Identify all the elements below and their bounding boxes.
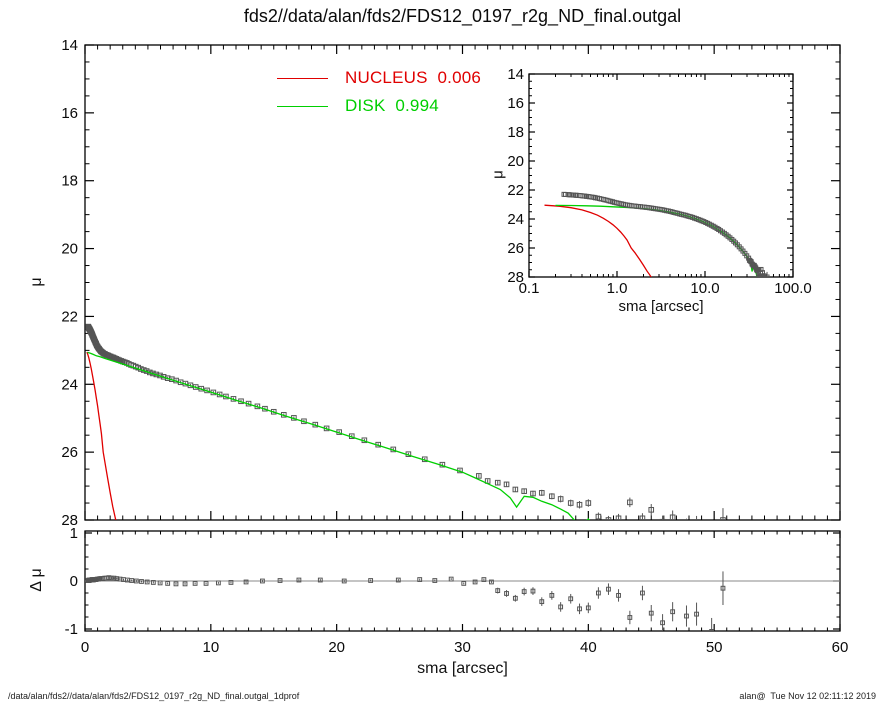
main-axes <box>84 44 841 521</box>
legend-item-disk: DISK 0.994 <box>277 92 481 120</box>
inset-x-tick-labels: 0.1 1.0 10.0 100.0 <box>519 280 812 297</box>
main-panel: 14 16 18 20 22 24 26 28 <box>61 37 841 529</box>
legend-disk-value: 0.994 <box>395 96 439 115</box>
svg-text:22: 22 <box>507 182 524 199</box>
svg-text:30: 30 <box>454 639 471 656</box>
legend-label-disk: DISK 0.994 <box>345 96 439 116</box>
mu-axis-label: μ <box>28 277 45 287</box>
sma-axis-label: sma [arcsec] <box>417 660 508 677</box>
inset-galaxy-series <box>561 191 770 277</box>
main-y-tick-labels: 14 16 18 20 22 24 26 28 <box>61 37 78 529</box>
svg-text:100.0: 100.0 <box>774 280 812 297</box>
svg-text:0: 0 <box>81 639 89 656</box>
nucleus-line-swatch <box>277 77 328 79</box>
page-title: fds2//data/alan/fds2/FDS12_0197_r2g_ND_f… <box>243 6 682 26</box>
footer-right: alan@ Tue Nov 12 02:11:12 2019 <box>739 691 876 701</box>
main-disk-line <box>87 351 590 520</box>
residual-y-tick-labels: -1 0 1 <box>65 525 78 638</box>
inset-panel: 14 16 18 20 22 24 26 280.1 1.0 10.0 100.0 <box>507 66 811 297</box>
svg-text:10: 10 <box>202 639 219 656</box>
svg-text:40: 40 <box>580 639 597 656</box>
footer-left: /data/alan/fds2//data/alan/fds2/FDS12_01… <box>8 691 300 701</box>
svg-text:28: 28 <box>507 269 524 286</box>
svg-text:16: 16 <box>61 105 78 122</box>
legend-nucleus-name: NUCLEUS <box>345 68 428 87</box>
legend: NUCLEUS 0.006 DISK 0.994 <box>277 64 481 120</box>
svg-text:24: 24 <box>61 376 78 393</box>
svg-text:60: 60 <box>832 639 849 656</box>
inset-sma-axis-label: sma [arcsec] <box>618 298 704 315</box>
main-galaxy-series <box>85 323 726 520</box>
svg-text:18: 18 <box>507 124 524 141</box>
svg-text:26: 26 <box>61 444 78 461</box>
legend-item-nucleus: NUCLEUS 0.006 <box>277 64 481 92</box>
inset-disk-line <box>555 204 759 277</box>
svg-text:28: 28 <box>61 512 78 529</box>
svg-text:14: 14 <box>507 66 524 83</box>
svg-text:50: 50 <box>706 639 723 656</box>
inset-axes <box>528 73 794 278</box>
x-tick-labels: 0 10 20 30 40 50 60 <box>81 639 849 656</box>
inset-y-tick-labels: 14 16 18 20 22 24 26 28 <box>507 66 524 286</box>
legend-nucleus-value: 0.006 <box>437 68 482 87</box>
svg-text:-1: -1 <box>65 621 78 638</box>
svg-text:0: 0 <box>70 573 78 590</box>
svg-text:1: 1 <box>70 525 78 542</box>
legend-label-nucleus: NUCLEUS 0.006 <box>345 68 481 88</box>
svg-text:20: 20 <box>507 153 524 170</box>
svg-text:26: 26 <box>507 240 524 257</box>
disk-line-swatch <box>277 105 328 107</box>
residual-series <box>85 571 726 631</box>
inset-mu-axis-label: μ <box>489 170 507 179</box>
svg-text:20: 20 <box>61 241 78 258</box>
svg-text:10.0: 10.0 <box>690 280 719 297</box>
main-nucleus-line <box>86 351 117 520</box>
svg-text:0.1: 0.1 <box>519 280 540 297</box>
svg-text:16: 16 <box>507 95 524 112</box>
svg-text:20: 20 <box>328 639 345 656</box>
legend-disk-name: DISK <box>345 96 386 115</box>
svg-text:18: 18 <box>61 173 78 190</box>
svg-text:1.0: 1.0 <box>607 280 628 297</box>
svg-text:14: 14 <box>61 37 78 54</box>
svg-text:24: 24 <box>507 211 524 228</box>
inset-nucleus-line <box>544 204 652 277</box>
svg-text:22: 22 <box>61 308 78 325</box>
delta-mu-axis-label: Δ μ <box>28 568 45 592</box>
